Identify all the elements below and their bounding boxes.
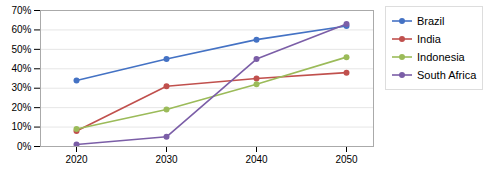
html-text:India: India bbox=[417, 33, 441, 45]
svg-text:30%: 30% bbox=[11, 82, 31, 93]
svg-text:50%: 50% bbox=[11, 44, 31, 55]
svg-text:60%: 60% bbox=[11, 24, 31, 35]
svg-text:2020: 2020 bbox=[65, 154, 88, 165]
svg-text:20%: 20% bbox=[11, 102, 31, 113]
svg-text:2030: 2030 bbox=[155, 154, 178, 165]
svg-text:40%: 40% bbox=[11, 63, 31, 74]
svg-text:70%: 70% bbox=[11, 5, 31, 16]
svg-text:0%: 0% bbox=[17, 141, 32, 152]
html-text:South Africa: South Africa bbox=[417, 69, 477, 81]
html-text:Indonesia: Indonesia bbox=[417, 51, 465, 63]
html-text:Brazil: Brazil bbox=[417, 15, 445, 27]
svg-text:2050: 2050 bbox=[335, 154, 358, 165]
svg-text:10%: 10% bbox=[11, 121, 31, 132]
svg-text:2040: 2040 bbox=[245, 154, 268, 165]
